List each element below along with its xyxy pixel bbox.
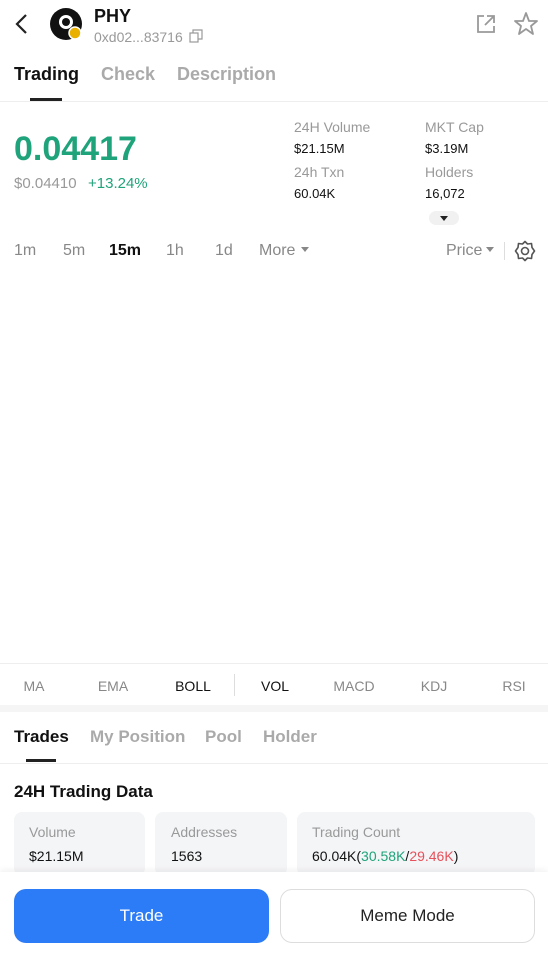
indicator[interactable]: EMA xyxy=(97,678,129,694)
indicator[interactable]: VOL xyxy=(260,678,289,694)
card-label: Volume xyxy=(29,824,76,840)
detail-tab[interactable]: My Position xyxy=(90,727,186,746)
settings-icon[interactable] xyxy=(514,240,536,262)
indicator[interactable]: KDJ xyxy=(420,678,448,694)
sell-count: 29.46K xyxy=(409,848,454,864)
favorite-icon[interactable] xyxy=(513,11,539,37)
indicator[interactable]: BOLL xyxy=(175,678,211,694)
card-label: Addresses xyxy=(171,824,238,840)
tab-underline xyxy=(26,759,56,762)
section-gap xyxy=(0,705,548,712)
indicator-bar: MA EMA BOLL VOL MACD KDJ RSI xyxy=(0,675,548,697)
tab[interactable]: Description xyxy=(177,64,277,84)
indicator[interactable]: RSI xyxy=(502,678,526,694)
share-icon[interactable] xyxy=(475,13,497,35)
expand-toggle[interactable] xyxy=(429,211,459,225)
value-part: / xyxy=(405,848,410,864)
candlestick-chart xyxy=(0,272,548,665)
indicator[interactable]: MA xyxy=(23,678,45,694)
stat-value: 16,072 xyxy=(425,186,465,201)
stat-label: 24h Txn xyxy=(294,164,345,180)
separator xyxy=(504,242,505,260)
card-value: 60.04K(30.58K/29.46K) xyxy=(312,849,458,863)
interval[interactable]: 1d xyxy=(215,242,233,259)
value-part: ) xyxy=(453,848,459,864)
stat-value: 60.04K xyxy=(294,186,336,201)
stat-label: MKT Cap xyxy=(425,119,484,135)
divider xyxy=(0,101,548,102)
detail-tab[interactable]: Pool xyxy=(205,727,242,746)
stat-card xyxy=(297,812,535,876)
chart-mode[interactable]: Price xyxy=(446,242,483,259)
token-symbol: PHY xyxy=(94,6,132,26)
divider xyxy=(0,763,548,764)
stat-card xyxy=(155,812,287,876)
token-avatar xyxy=(50,8,82,40)
stat-card xyxy=(14,812,145,876)
tab[interactable]: Check xyxy=(101,64,156,84)
interval-more[interactable]: More xyxy=(259,242,296,259)
tab-underline xyxy=(30,98,62,101)
divider xyxy=(0,663,548,664)
card-value: $21.15M xyxy=(29,848,84,864)
stat-value: $21.15M xyxy=(294,141,345,156)
detail-tab[interactable]: Holder xyxy=(263,727,317,746)
interval[interactable]: 1m xyxy=(14,242,37,259)
usd-price: $0.04410 xyxy=(14,175,77,192)
interval[interactable]: 1h xyxy=(166,242,184,259)
price-change: +13.24% xyxy=(88,175,148,192)
section-title: 24H Trading Data xyxy=(14,782,153,801)
token-address: 0xd02...83716 xyxy=(94,29,183,45)
meme-mode-button[interactable]: Meme Mode xyxy=(280,889,535,943)
interval[interactable]: 5m xyxy=(63,242,86,259)
trade-button[interactable]: Trade xyxy=(14,889,269,943)
separator xyxy=(234,674,235,696)
copy-icon[interactable] xyxy=(189,29,203,43)
indicator[interactable]: MACD xyxy=(333,678,375,694)
back-icon[interactable] xyxy=(12,12,32,36)
buy-count: 30.58K xyxy=(361,848,406,864)
card-value: 1563 xyxy=(171,848,203,864)
value-part: 60.04K( xyxy=(312,848,362,864)
caret xyxy=(301,247,309,252)
caret xyxy=(486,247,494,252)
detail-tab[interactable]: Trades xyxy=(14,727,69,746)
stat-value: $3.19M xyxy=(425,141,469,156)
price: 0.04417 xyxy=(14,130,137,168)
card-label: Trading Count xyxy=(312,824,401,840)
stat-label: Holders xyxy=(425,164,474,180)
stat-label: 24H Volume xyxy=(294,119,371,135)
tab[interactable]: Trading xyxy=(14,64,80,84)
interval[interactable]: 15m xyxy=(109,242,142,259)
